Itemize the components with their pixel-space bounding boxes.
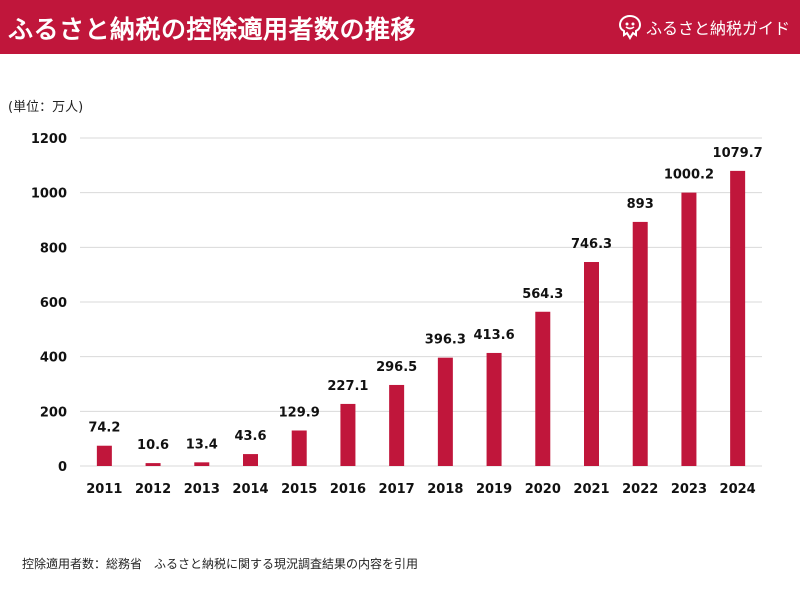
x-tick-label: 2022	[622, 482, 658, 497]
source-note: 控除適用者数：総務省 ふるさと納税に関する現況調査結果の内容を引用	[22, 557, 419, 571]
bar	[194, 462, 210, 466]
bar	[632, 221, 648, 466]
data-label: 1079.7	[713, 146, 763, 161]
unit-label: (単位：万人)	[8, 100, 84, 115]
data-label: 396.3	[425, 333, 466, 348]
bar	[145, 463, 161, 466]
x-tick-label: 2018	[427, 482, 463, 497]
x-tick-label: 2011	[86, 482, 122, 497]
y-tick-label: 1000	[31, 187, 67, 202]
data-label: 43.6	[234, 429, 266, 444]
data-label: 746.3	[571, 237, 612, 252]
data-label: 893	[627, 197, 654, 212]
bar	[340, 403, 356, 466]
x-tick-label: 2021	[573, 482, 609, 497]
data-label: 129.9	[279, 405, 320, 420]
y-tick-label: 400	[40, 351, 67, 366]
x-tick-label: 2015	[281, 482, 317, 497]
bar-chart: 0 200 400 600 800 1000 1200 74.2 2011 10.6 2012 13.…	[31, 132, 763, 497]
bar	[389, 384, 405, 466]
bar	[243, 454, 258, 466]
data-label: 10.6	[137, 438, 169, 453]
data-label: 1000.2	[664, 168, 714, 183]
bar	[486, 352, 502, 466]
bar	[535, 311, 551, 466]
y-tick-label: 200	[40, 405, 67, 420]
y-tick-label: 800	[40, 241, 67, 256]
data-label: 564.3	[522, 287, 563, 302]
bar	[96, 445, 112, 466]
x-tick-label: 2020	[525, 482, 561, 497]
x-tick-label: 2019	[476, 482, 512, 497]
bar	[730, 170, 746, 466]
header-bar: ふるさと納税の控除適用者数の推移 ふるさと納税ガイド	[0, 0, 800, 54]
bar	[291, 430, 307, 466]
x-tick-label: 2023	[671, 482, 707, 497]
x-tick-label: 2013	[184, 482, 220, 497]
data-label: 296.5	[376, 360, 417, 375]
x-tick-label: 2016	[330, 482, 366, 497]
data-label: 227.1	[327, 379, 368, 394]
y-tick-label: 1200	[31, 132, 67, 147]
x-tick-label: 2012	[135, 482, 171, 497]
x-tick-label: 2014	[232, 482, 268, 497]
brand-logo: ふるさと納税ガイド	[618, 14, 790, 40]
bar	[437, 357, 453, 466]
data-label: 74.2	[88, 421, 120, 436]
furusato-logo-icon	[618, 14, 641, 40]
bar	[681, 192, 697, 466]
x-tick-label: 2024	[720, 482, 756, 497]
y-tick-label: 600	[40, 296, 67, 311]
brand-label: ふるさと納税ガイド	[645, 19, 790, 38]
x-tick-label: 2017	[379, 482, 415, 497]
page-title: ふるさと納税の控除適用者数の推移	[8, 15, 417, 44]
y-tick-label: 0	[58, 460, 67, 475]
data-label: 413.6	[474, 328, 515, 343]
bar	[584, 262, 599, 466]
data-label: 13.4	[186, 437, 218, 452]
